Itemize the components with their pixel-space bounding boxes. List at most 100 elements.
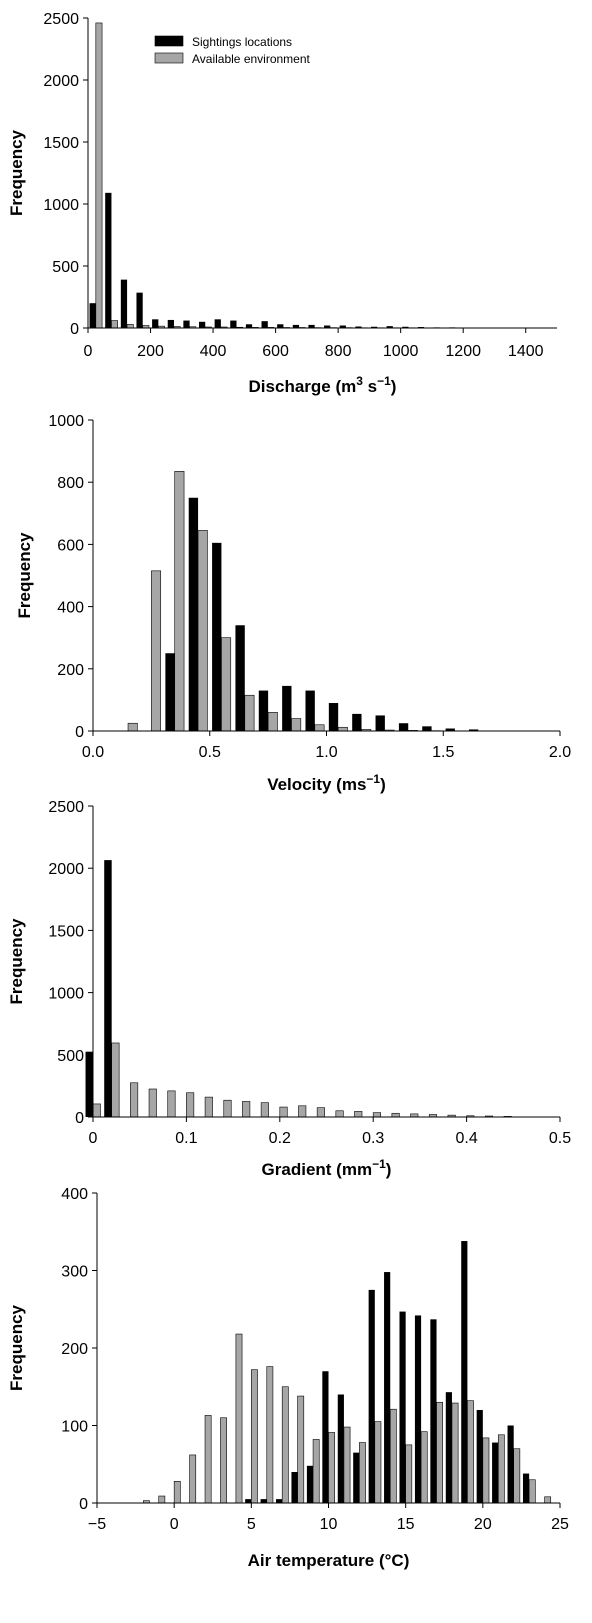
bar-available: [204, 1415, 212, 1504]
bar-available: [221, 637, 232, 732]
y-tick-label: 0: [75, 724, 84, 741]
bar-sightings: [183, 320, 190, 328]
bar-sightings: [476, 1410, 483, 1503]
x-tick-label: 0: [84, 343, 93, 360]
bar-available: [111, 320, 118, 329]
y-tick-label: 500: [57, 1048, 84, 1065]
bar-available: [126, 323, 134, 329]
x-tick-label: 400: [200, 343, 227, 360]
bar-available: [513, 1448, 521, 1504]
x-tick-label: 5: [247, 1516, 256, 1533]
y-tick-label: 2500: [43, 11, 79, 28]
bar-sightings: [355, 326, 362, 328]
bar-available: [279, 1106, 288, 1118]
y-tick-label: 400: [61, 1186, 88, 1203]
bar-sightings: [230, 320, 237, 328]
bar-available: [111, 1042, 120, 1118]
bar-available: [266, 1366, 274, 1504]
bar-sightings: [339, 325, 346, 328]
bar-sightings: [214, 319, 221, 328]
x-axis-label: Gradient (mm−1): [262, 1157, 392, 1179]
x-tick-label: 0: [89, 1130, 98, 1147]
bar-sightings: [167, 319, 174, 328]
y-axis-label: Frequency: [7, 1304, 26, 1391]
bar-sightings: [522, 1473, 530, 1503]
bar-sightings: [445, 1392, 452, 1503]
bar-sightings: [282, 685, 292, 731]
bar-sightings: [136, 292, 143, 328]
bar-available: [189, 1454, 197, 1504]
bar-available: [260, 1102, 269, 1118]
bar-sightings: [188, 497, 199, 731]
bar-sightings: [277, 324, 284, 328]
legend-entry-label: Available environment: [192, 52, 311, 66]
y-tick-label: 100: [61, 1419, 88, 1436]
bar-sightings: [461, 1241, 468, 1503]
bar-sightings: [430, 1319, 437, 1503]
y-tick-label: 2000: [43, 73, 79, 90]
x-axis-label: Air temperature (°C): [248, 1551, 410, 1570]
bar-sightings: [85, 1051, 93, 1117]
y-tick-label: 200: [61, 1341, 88, 1358]
x-tick-label: 0.0: [82, 744, 104, 761]
bar-sightings: [104, 860, 112, 1117]
bar-sightings: [422, 726, 432, 731]
bar-sightings: [398, 723, 409, 731]
x-tick-label: 15: [397, 1516, 415, 1533]
y-tick-label: 0: [70, 321, 79, 338]
bar-sightings: [199, 321, 206, 328]
x-tick-label: −5: [88, 1516, 106, 1533]
bar-available: [174, 471, 185, 732]
bar-sightings: [291, 1472, 298, 1503]
y-tick-label: 2500: [48, 799, 84, 816]
bar-sightings: [152, 319, 159, 328]
x-tick-label: 600: [262, 343, 289, 360]
y-tick-label: 600: [57, 537, 84, 554]
bar-available: [482, 1437, 490, 1504]
chart-panel-1: 0 500 1000 1500 2000 2500 0 200 400 600 800 1000 120…: [7, 11, 557, 396]
bar-available: [354, 1111, 363, 1118]
y-tick-label: 500: [52, 259, 79, 276]
bar-available: [374, 1421, 382, 1504]
bar-sightings: [386, 326, 393, 328]
legend: Sightings locations Available environment: [154, 35, 311, 66]
bar-available: [151, 570, 162, 732]
x-tick-label: 0.1: [175, 1130, 197, 1147]
bar-sightings: [414, 1315, 422, 1503]
bar-sightings: [507, 1425, 514, 1503]
bar-sightings: [445, 728, 455, 731]
y-tick-label: 1000: [43, 197, 79, 214]
bar-available: [244, 694, 255, 732]
x-tick-label: 10: [320, 1516, 338, 1533]
bar-available: [186, 1092, 195, 1118]
bar-sightings: [245, 1499, 252, 1504]
bar-available: [297, 1395, 305, 1504]
bar-sightings: [89, 303, 96, 328]
bar-sightings: [305, 690, 315, 731]
bar-sightings: [292, 324, 300, 328]
bar-available: [95, 22, 103, 329]
bar-available: [298, 1105, 307, 1118]
bar-available: [337, 726, 348, 732]
bar-available: [223, 1099, 232, 1118]
bar-available: [130, 1082, 139, 1118]
x-tick-label: 0.4: [455, 1130, 477, 1147]
bar-available: [389, 1408, 397, 1504]
bar-available: [235, 1333, 243, 1504]
y-tick-label: 200: [57, 662, 84, 679]
bar-available: [148, 1088, 157, 1118]
bar-available: [359, 1442, 366, 1504]
y-tick-label: 400: [57, 600, 84, 617]
bar-sightings: [368, 1289, 375, 1504]
x-tick-label: 20: [474, 1516, 492, 1533]
bar-available: [316, 1107, 325, 1118]
bar-sightings: [468, 729, 479, 731]
bar-available: [343, 1426, 351, 1504]
bar-sightings: [352, 713, 362, 731]
x-tick-label: 2.0: [549, 744, 571, 761]
bar-sightings: [337, 1394, 344, 1503]
bar-available: [267, 712, 278, 732]
x-tick-label: 0.5: [199, 744, 221, 761]
